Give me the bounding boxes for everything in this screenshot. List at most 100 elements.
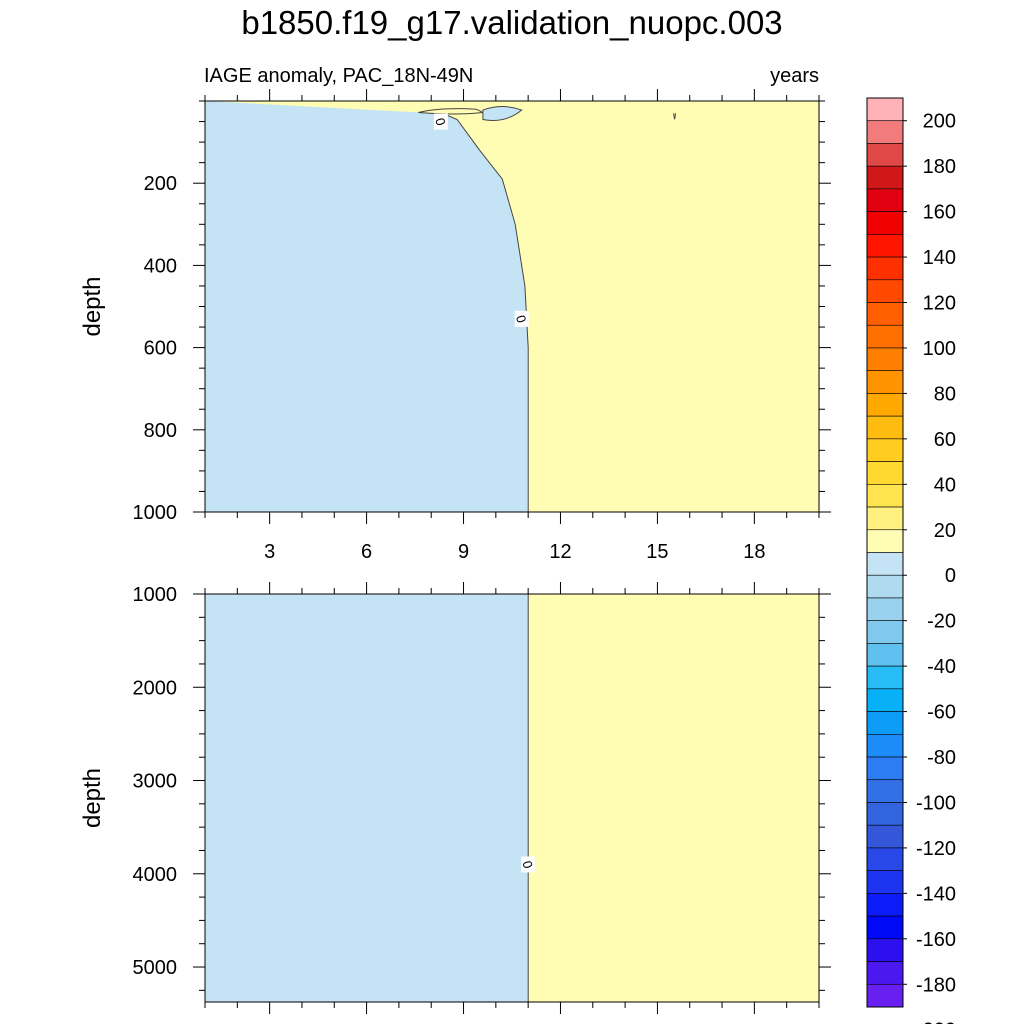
colorbar-label: 80 bbox=[934, 383, 956, 405]
chart-title: b1850.f19_g17.validation_nuopc.003 bbox=[241, 4, 782, 41]
colorbar-box bbox=[866, 824, 904, 849]
panel-frame bbox=[204, 593, 820, 1003]
y-axis-label: depth bbox=[79, 768, 106, 828]
colorbar-box bbox=[866, 688, 904, 712]
colorbar-box bbox=[866, 370, 904, 394]
x-tick-label: 12 bbox=[549, 541, 571, 563]
colorbar-box bbox=[866, 302, 904, 326]
y-tick-label: 1000 bbox=[133, 584, 178, 606]
colorbar-box bbox=[866, 893, 904, 917]
colorbar-label: 200 bbox=[923, 111, 956, 133]
colorbar-box bbox=[866, 643, 904, 667]
colorbar-box bbox=[866, 97, 904, 122]
colorbar-box bbox=[866, 529, 904, 553]
colorbar-box bbox=[866, 484, 904, 508]
colorbar-box bbox=[866, 188, 904, 212]
y-tick-label: 2000 bbox=[133, 677, 178, 699]
colorbar-box bbox=[866, 461, 904, 485]
colorbar-box bbox=[866, 870, 904, 894]
contour-label: 0 bbox=[432, 116, 448, 127]
colorbar-label: -180 bbox=[916, 974, 956, 996]
colorbar-box bbox=[866, 165, 904, 190]
y-tick-label: 4000 bbox=[133, 864, 178, 886]
y-tick-label: 200 bbox=[144, 173, 177, 195]
colorbar-box bbox=[866, 665, 904, 690]
colorbar-frame bbox=[866, 97, 904, 1008]
colorbar-label: 20 bbox=[934, 520, 956, 542]
y-tick-label: 3000 bbox=[133, 771, 178, 793]
colorbar-box bbox=[866, 347, 904, 372]
colorbar-box bbox=[866, 120, 904, 144]
colorbar-box bbox=[866, 711, 904, 735]
negative-contour-patch bbox=[482, 106, 523, 121]
colorbar-box bbox=[866, 211, 904, 235]
colorbar-label: -40 bbox=[927, 656, 956, 678]
y-tick-label: 600 bbox=[144, 338, 177, 360]
colorbar-box bbox=[866, 620, 904, 644]
colorbar-box bbox=[866, 779, 904, 803]
x-tick-label: 9 bbox=[458, 541, 469, 563]
negative-region bbox=[205, 594, 529, 1002]
colorbar-box bbox=[866, 733, 904, 758]
x-tick-label: 18 bbox=[743, 541, 765, 563]
colorbar-label: 140 bbox=[923, 247, 956, 269]
colorbar-box bbox=[866, 256, 904, 281]
colorbar-box bbox=[866, 756, 904, 781]
right-subtitle: years bbox=[770, 65, 819, 87]
tiny-contour bbox=[673, 113, 677, 120]
x-tick-label: 6 bbox=[361, 541, 372, 563]
y-axis-label: depth bbox=[79, 276, 106, 336]
colorbar-label: 0 bbox=[945, 565, 956, 587]
colorbar-box bbox=[866, 506, 904, 531]
colorbar-label: 180 bbox=[923, 156, 956, 178]
colorbar-label: -140 bbox=[916, 883, 956, 905]
x-tick-label: 15 bbox=[646, 541, 668, 563]
colorbar-label: 160 bbox=[923, 202, 956, 224]
contour-label-bg bbox=[514, 310, 529, 327]
colorbar-box bbox=[866, 802, 904, 826]
y-tick-label: 1000 bbox=[133, 502, 178, 524]
colorbar-label: 120 bbox=[923, 293, 956, 315]
colorbar-label: -20 bbox=[927, 611, 956, 633]
colorbar-box bbox=[866, 961, 904, 985]
colorbar-label: 100 bbox=[923, 338, 956, 360]
colorbar-label: -100 bbox=[916, 792, 956, 814]
y-tick-label: 400 bbox=[144, 255, 177, 277]
colorbar-label: -60 bbox=[927, 702, 956, 724]
colorbar-label: -200 bbox=[916, 1020, 956, 1024]
contour-label: 0 bbox=[519, 859, 535, 870]
contour-label-bg bbox=[433, 113, 448, 130]
colorbar-label: 40 bbox=[934, 474, 956, 496]
y-tick-label: 800 bbox=[144, 420, 177, 442]
y-tick-label: 5000 bbox=[133, 957, 178, 979]
colorbar-box bbox=[866, 438, 904, 462]
zero-contour bbox=[434, 112, 529, 512]
colorbar-label: -80 bbox=[927, 747, 956, 769]
negative-region bbox=[205, 101, 529, 512]
panel-upper-ocean: 0 0 depth bbox=[79, 89, 831, 524]
colorbar-box bbox=[866, 143, 904, 167]
colorbar-box bbox=[866, 983, 904, 1008]
colorbar-box bbox=[866, 234, 904, 258]
colorbar-box bbox=[866, 915, 904, 940]
colorbar-box bbox=[866, 938, 904, 962]
colorbar-box bbox=[866, 574, 904, 599]
panel-deep-ocean: 0 depth bbox=[79, 582, 831, 1014]
colorbar-box bbox=[866, 552, 904, 576]
colorbar-box bbox=[866, 393, 904, 417]
x-tick-label: 3 bbox=[264, 541, 275, 563]
colorbar bbox=[866, 97, 907, 1008]
colorbar-box bbox=[866, 597, 904, 621]
colorbar-label: -160 bbox=[916, 929, 956, 951]
colorbar-box bbox=[866, 279, 904, 303]
contour-label: 0 bbox=[513, 314, 529, 325]
left-subtitle: IAGE anomaly, PAC_18N-49N bbox=[204, 65, 473, 87]
colorbar-box bbox=[866, 415, 904, 440]
contour-label-bg bbox=[521, 856, 536, 873]
colorbar-label: -120 bbox=[916, 838, 956, 860]
colorbar-label: 60 bbox=[934, 429, 956, 451]
colorbar-box bbox=[866, 324, 904, 349]
colorbar-box bbox=[866, 847, 904, 871]
